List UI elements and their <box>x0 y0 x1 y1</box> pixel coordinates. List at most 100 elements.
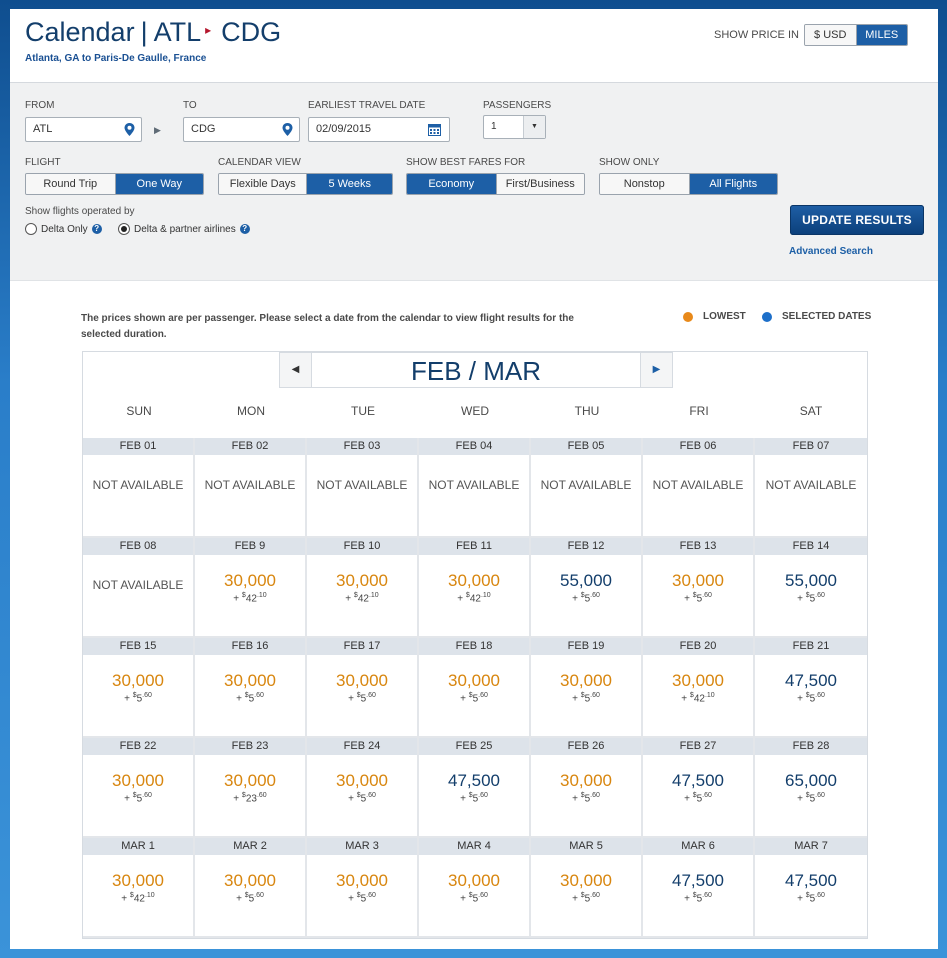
all-flights-button[interactable]: All Flights <box>688 174 777 194</box>
calendar-day-cell[interactable]: FEB 21 47,500 + $5.60 <box>755 638 867 738</box>
calendar-day-cell[interactable]: FEB 25 47,500 + $5.60 <box>419 738 531 838</box>
calendar-day-cell[interactable]: FEB 15 30,000 + $5.60 <box>83 638 195 738</box>
calendar-day-cell[interactable]: FEB 27 47,500 + $5.60 <box>643 738 755 838</box>
tax-plus: + <box>348 893 354 905</box>
tax-plus: + <box>236 693 242 705</box>
miles-price[interactable]: 30,000 <box>112 871 164 890</box>
miles-price[interactable]: 30,000 <box>224 871 276 890</box>
calendar-day-cell[interactable]: FEB 18 30,000 + $5.60 <box>419 638 531 738</box>
day-date-label: FEB 11 <box>419 538 529 555</box>
miles-price[interactable]: 47,500 <box>672 871 724 890</box>
calendar-day-cell[interactable]: FEB 26 30,000 + $5.60 <box>531 738 643 838</box>
one-way-button[interactable]: One Way <box>114 174 203 194</box>
calendar-day-cell[interactable]: FEB 12 55,000 + $5.60 <box>531 538 643 638</box>
miles-price[interactable]: 30,000 <box>560 771 612 790</box>
calendar-day-cell[interactable]: MAR 3 30,000 + $5.60 <box>307 838 419 938</box>
calendar-week-row: FEB 15 30,000 + $5.60 FEB 16 30,000 + $5.60 FE… <box>83 638 869 738</box>
day-date-label: FEB 21 <box>755 638 867 655</box>
miles-price[interactable]: 30,000 <box>336 571 388 590</box>
tax-plus: + <box>233 793 240 805</box>
tax-cents: .60 <box>142 692 152 699</box>
miles-price[interactable]: 30,000 <box>336 671 388 690</box>
miles-price[interactable]: 30,000 <box>224 571 276 590</box>
miles-price[interactable]: 30,000 <box>448 871 500 890</box>
location-pin-icon[interactable] <box>124 123 135 136</box>
calendar-day-cell[interactable]: FEB 11 30,000 + $42.10 <box>419 538 531 638</box>
calendar-day-cell[interactable]: FEB 14 55,000 + $5.60 <box>755 538 867 638</box>
miles-price[interactable]: 47,500 <box>448 771 500 790</box>
chevron-down-icon[interactable]: ▼ <box>523 116 545 138</box>
calendar-day-cell[interactable]: FEB 22 30,000 + $5.60 <box>83 738 195 838</box>
passengers-select[interactable]: 1 ▼ <box>483 115 546 139</box>
delta-only-radio[interactable]: Delta Only ? <box>25 223 102 235</box>
page-title: Calendar | ATL ▸ CDG <box>25 17 281 48</box>
calendar-day-cell[interactable]: FEB 9 30,000 + $42.10 <box>195 538 307 638</box>
nonstop-button[interactable]: Nonstop <box>600 174 689 194</box>
miles-price[interactable]: 30,000 <box>560 871 612 890</box>
title-prefix: Calendar <box>25 17 135 47</box>
miles-price[interactable]: 30,000 <box>224 771 276 790</box>
calendar-icon[interactable] <box>428 124 441 136</box>
miles-price[interactable]: 30,000 <box>112 771 164 790</box>
date-input[interactable]: 02/09/2015 <box>308 117 450 142</box>
tax-amount: + $42.10 <box>419 592 529 604</box>
miles-price[interactable]: 30,000 <box>448 671 500 690</box>
calendar-day-cell[interactable]: FEB 16 30,000 + $5.60 <box>195 638 307 738</box>
miles-price[interactable]: 30,000 <box>672 671 724 690</box>
miles-price[interactable]: 55,000 <box>560 571 612 590</box>
first-business-button[interactable]: First/Business <box>495 174 584 194</box>
calendar-day-cell[interactable]: MAR 5 30,000 + $5.60 <box>531 838 643 938</box>
calendar-day-cell[interactable]: MAR 4 30,000 + $5.60 <box>419 838 531 938</box>
calendar-day-cell[interactable]: FEB 19 30,000 + $5.60 <box>531 638 643 738</box>
flexible-days-button[interactable]: Flexible Days <box>219 174 307 194</box>
to-input[interactable]: CDG <box>183 117 300 142</box>
price-miles-button[interactable]: MILES <box>855 25 907 45</box>
miles-price[interactable]: 30,000 <box>224 671 276 690</box>
calendar-day-cell[interactable]: FEB 28 65,000 + $5.60 <box>755 738 867 838</box>
miles-price[interactable]: 65,000 <box>785 771 837 790</box>
delta-partner-radio[interactable]: Delta & partner airlines ? <box>118 223 250 235</box>
price-usd-button[interactable]: $ USD <box>805 25 856 45</box>
radio-checked-icon[interactable] <box>118 223 130 235</box>
next-month-icon[interactable]: ▶ <box>640 353 672 387</box>
miles-price[interactable]: 30,000 <box>336 871 388 890</box>
advanced-search-link[interactable]: Advanced Search <box>789 246 873 257</box>
calendar-day-cell[interactable]: FEB 24 30,000 + $5.60 <box>307 738 419 838</box>
tax-plus: + <box>797 893 803 905</box>
economy-button[interactable]: Economy <box>407 174 496 194</box>
miles-price[interactable]: 30,000 <box>448 571 500 590</box>
miles-price[interactable]: 30,000 <box>560 671 612 690</box>
calendar-day-cell[interactable]: FEB 17 30,000 + $5.60 <box>307 638 419 738</box>
calendar-day-cell[interactable]: MAR 6 47,500 + $5.60 <box>643 838 755 938</box>
miles-price[interactable]: 30,000 <box>336 771 388 790</box>
miles-price[interactable]: 47,500 <box>785 871 837 890</box>
calendar-day-cell[interactable]: FEB 10 30,000 + $42.10 <box>307 538 419 638</box>
calendar-week-row: MAR 1 30,000 + $42.10 MAR 2 30,000 + $5.60 MAR… <box>83 838 869 938</box>
calendar-day-cell[interactable]: FEB 13 30,000 + $5.60 <box>643 538 755 638</box>
title-destination: CDG <box>221 17 282 47</box>
round-trip-button[interactable]: Round Trip <box>26 174 115 194</box>
miles-price[interactable]: 47,500 <box>785 671 837 690</box>
miles-price[interactable]: 30,000 <box>672 571 724 590</box>
miles-price[interactable]: 55,000 <box>785 571 837 590</box>
location-pin-icon[interactable] <box>282 123 293 136</box>
miles-price[interactable]: 30,000 <box>112 671 164 690</box>
calendar-day-cell[interactable]: MAR 1 30,000 + $42.10 <box>83 838 195 938</box>
help-icon[interactable]: ? <box>91 224 102 234</box>
miles-price[interactable]: 47,500 <box>672 771 724 790</box>
from-input[interactable]: ATL <box>25 117 142 142</box>
day-of-week-label: WED <box>461 404 489 418</box>
calendar-day-cell[interactable]: FEB 20 30,000 + $42.10 <box>643 638 755 738</box>
update-results-button[interactable]: UPDATE RESULTS <box>790 205 924 235</box>
five-weeks-button[interactable]: 5 Weeks <box>306 174 392 194</box>
day-date-label: FEB 25 <box>419 738 529 755</box>
radio-unchecked-icon[interactable] <box>25 223 37 235</box>
tax-cents: .60 <box>142 792 152 799</box>
calendar-day-cell[interactable]: FEB 23 30,000 + $23.60 <box>195 738 307 838</box>
day-date-label: FEB 22 <box>83 738 193 755</box>
calendar-day-cell[interactable]: MAR 7 47,500 + $5.60 <box>755 838 867 938</box>
calendar-day-cell[interactable]: MAR 2 30,000 + $5.60 <box>195 838 307 938</box>
prev-month-icon[interactable]: ◀ <box>280 353 312 387</box>
title-origin: ATL <box>153 17 202 47</box>
help-icon[interactable]: ? <box>239 224 250 234</box>
